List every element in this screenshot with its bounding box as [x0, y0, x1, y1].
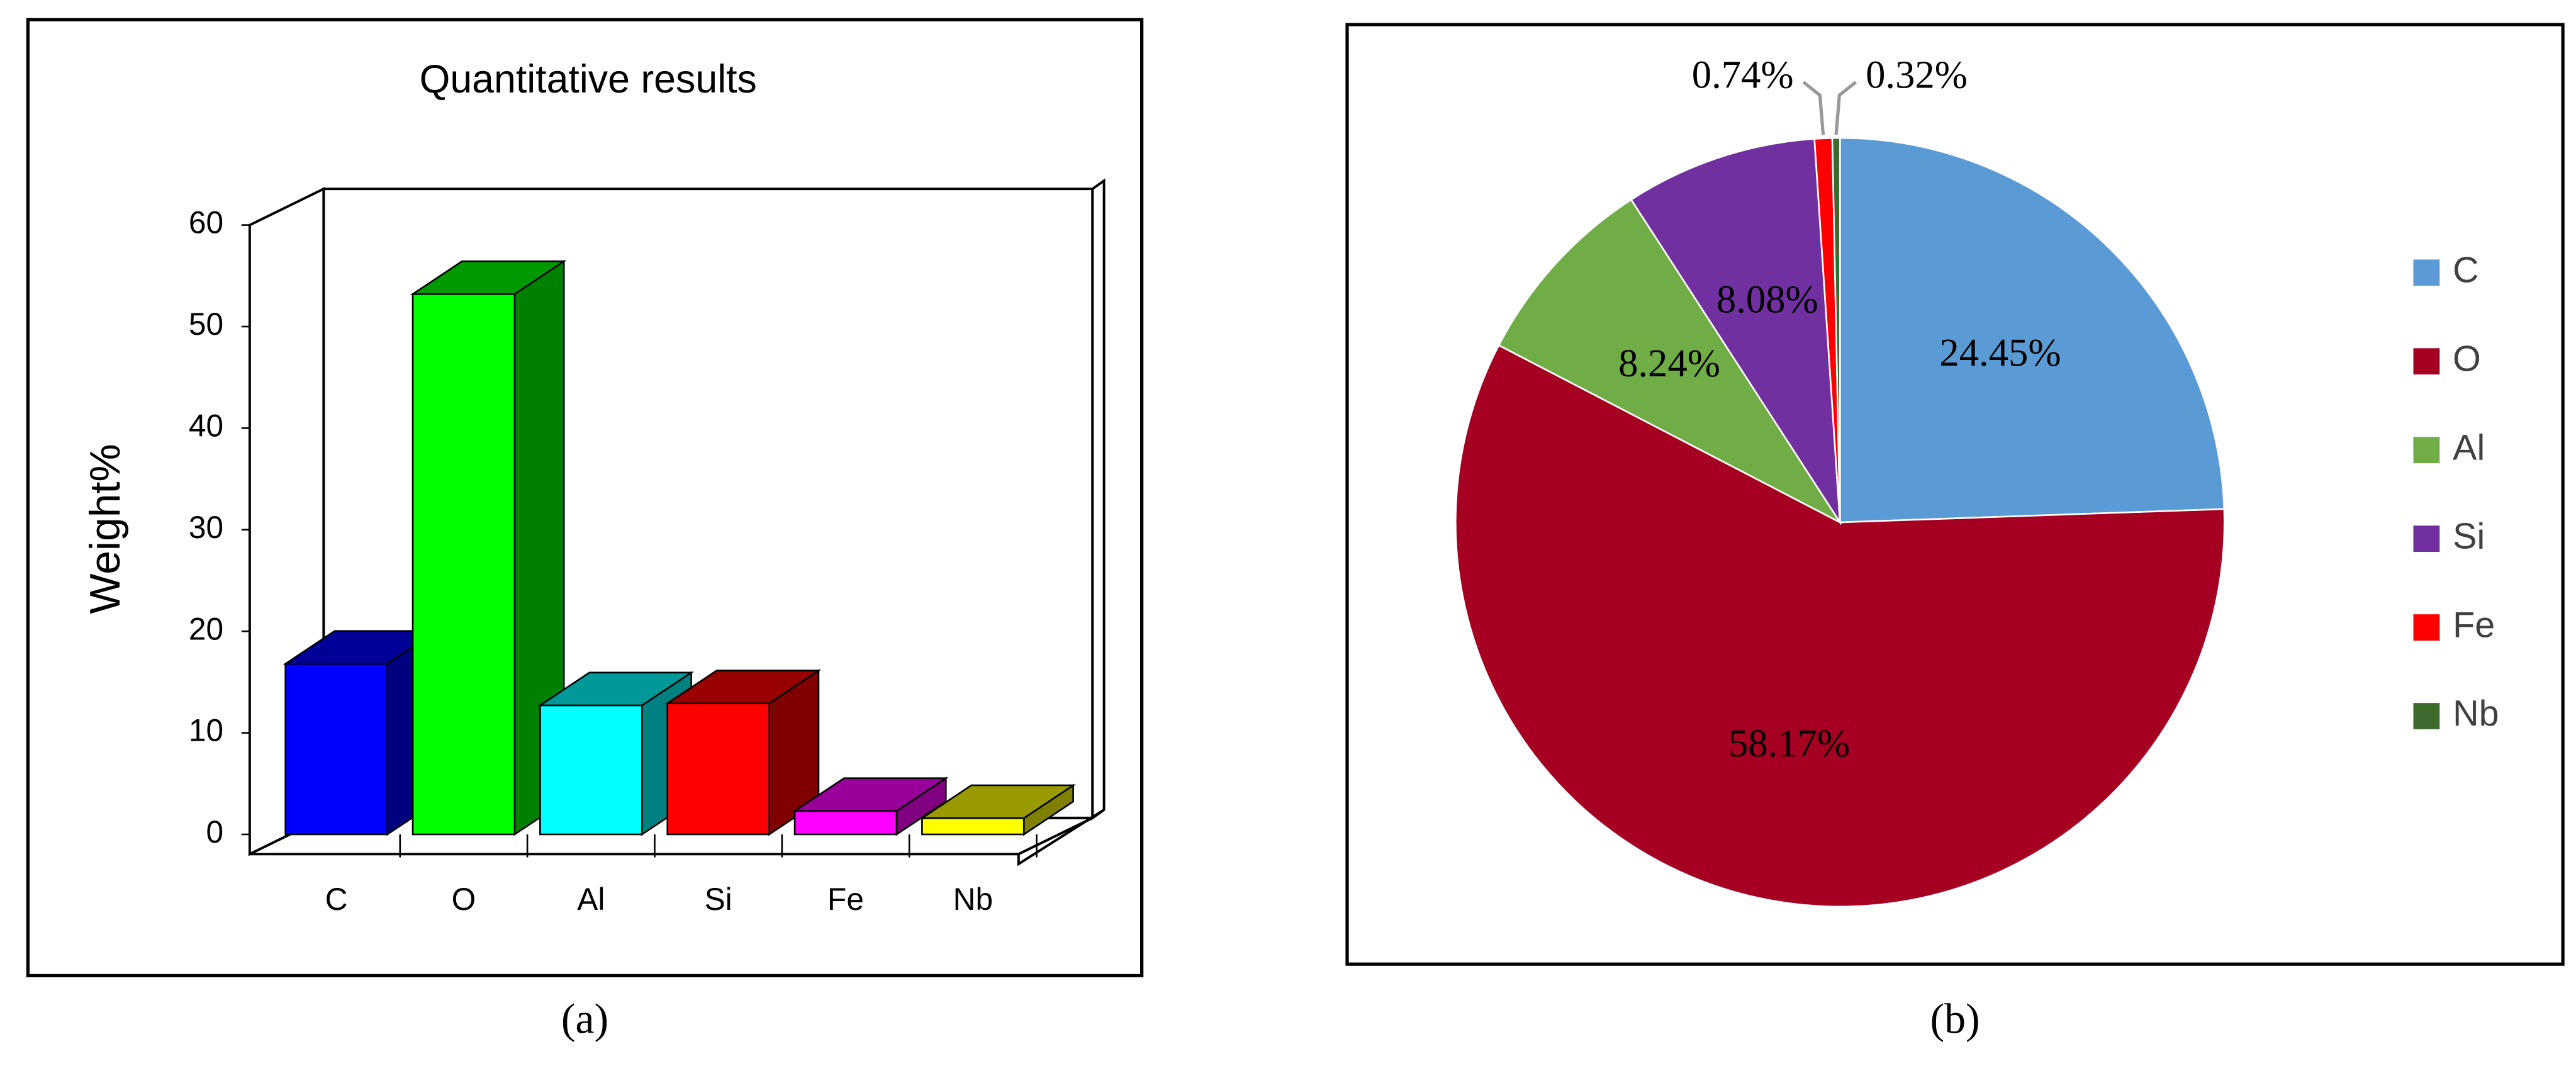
- y-tick-label: 20: [189, 611, 223, 646]
- pie-slice: [1630, 138, 1841, 525]
- legend-swatch: [2413, 525, 2440, 553]
- y-axis-label: Weight%: [82, 444, 129, 614]
- legend-swatch: [2413, 437, 2440, 464]
- x-tick-label: O: [452, 882, 476, 917]
- bar: [412, 293, 516, 836]
- data-label: 8.08%: [1716, 278, 1818, 322]
- legend-label: Nb: [2453, 693, 2499, 734]
- caption: (a): [561, 996, 608, 1043]
- y-tick-label: 0: [206, 814, 223, 850]
- x-tick-label: Nb: [953, 882, 993, 917]
- y-tick-label: 30: [189, 510, 223, 545]
- caption: (b): [1930, 996, 1980, 1043]
- y-tick-label: 40: [189, 408, 223, 443]
- bar: [539, 704, 643, 836]
- data-label: 0.74%: [1692, 53, 1794, 97]
- x-tick-label: Al: [577, 882, 605, 917]
- back-wall-edge: [1091, 178, 1106, 821]
- x-tick-label: Fe: [827, 882, 864, 917]
- bar: [793, 810, 898, 836]
- data-label: 58.17%: [1728, 721, 1850, 765]
- bar: [921, 817, 1025, 836]
- pie-slice: [1839, 137, 2226, 524]
- y-tick-label: 60: [189, 205, 223, 240]
- legend-label: Fe: [2453, 605, 2495, 645]
- chart-title: Quantitative results: [420, 57, 757, 101]
- legend-swatch: [2413, 348, 2440, 375]
- pie-slice: [1498, 198, 1843, 525]
- legend-label: Si: [2453, 516, 2485, 556]
- leader-line: [1802, 81, 1825, 135]
- x-tick-label: Si: [705, 882, 732, 917]
- floor-edge: [1017, 809, 1105, 867]
- pie-slice: [1455, 344, 2226, 908]
- legend-label: Al: [2453, 427, 2485, 468]
- data-label: 8.24%: [1618, 341, 1720, 385]
- legend-swatch: [2413, 614, 2440, 641]
- x-tick-label: C: [325, 882, 348, 917]
- legend-label: C: [2453, 250, 2478, 290]
- legend-label: O: [2453, 339, 2481, 379]
- legend-swatch: [2413, 259, 2440, 286]
- data-label: 24.45%: [1939, 330, 2061, 374]
- y-tick-label: 50: [189, 306, 223, 342]
- y-tick-label: 10: [189, 713, 223, 748]
- bar: [284, 663, 388, 836]
- data-label: 0.32%: [1866, 53, 1968, 97]
- pie-slice: [1831, 137, 1841, 523]
- legend-swatch: [2413, 703, 2440, 729]
- bar: [666, 702, 770, 836]
- leader-line: [1834, 81, 1857, 135]
